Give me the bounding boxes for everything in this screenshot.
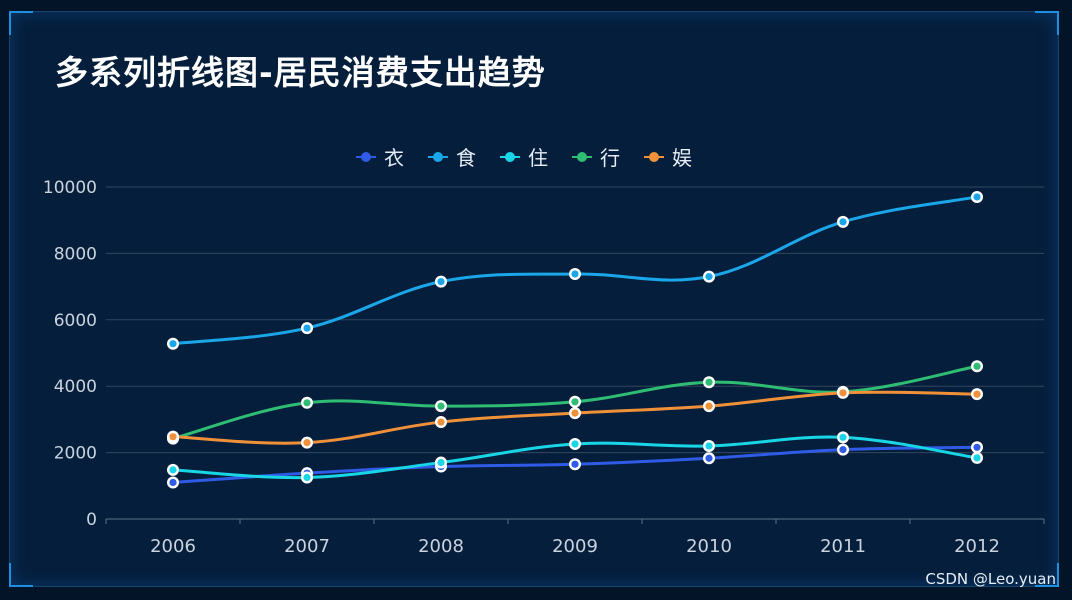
data-point-core: [571, 440, 579, 448]
data-point-core: [303, 399, 311, 407]
data-point-core: [571, 398, 579, 406]
frame-corner: [1035, 11, 1059, 35]
legend-marker: [577, 152, 587, 162]
data-point-core: [169, 433, 177, 441]
y-tick-label: 10000: [43, 178, 97, 198]
y-tick-label: 4000: [54, 377, 97, 397]
data-point-core: [973, 362, 981, 370]
data-point-core: [973, 454, 981, 462]
chart-title: 多系列折线图-居民消费支出趋势: [55, 53, 546, 92]
watermark: CSDN @Leo.yuan: [925, 570, 1056, 588]
data-point-core: [571, 409, 579, 417]
data-point-core: [705, 378, 713, 386]
data-point-core: [437, 418, 445, 426]
data-point-core: [705, 442, 713, 450]
x-tick-label: 2010: [686, 536, 732, 557]
y-tick-label: 2000: [54, 444, 97, 464]
data-point-core: [839, 389, 847, 397]
y-tick-label: 0: [86, 510, 97, 530]
data-point-core: [705, 273, 713, 281]
y-tick-label: 6000: [54, 311, 97, 331]
chart-panel: [9, 11, 1059, 587]
x-tick-label: 2012: [954, 536, 1000, 557]
data-point-core: [839, 218, 847, 226]
legend-marker: [505, 152, 515, 162]
data-point-core: [303, 324, 311, 332]
legend-label: 行: [600, 146, 620, 170]
data-point-core: [839, 446, 847, 454]
data-point-core: [169, 478, 177, 487]
data-point-core: [437, 458, 445, 467]
legend-label: 娱: [672, 146, 692, 170]
frame-corner: [1035, 563, 1059, 587]
data-point-core: [437, 402, 445, 410]
x-tick-label: 2008: [418, 536, 464, 557]
frame-corner: [9, 563, 33, 587]
legend-marker: [361, 152, 371, 162]
data-point-core: [973, 443, 981, 451]
frame-corner: [9, 11, 33, 35]
legend-label: 衣: [384, 146, 404, 170]
legend-label: 食: [456, 146, 476, 170]
data-point-core: [437, 278, 445, 286]
y-tick-label: 8000: [54, 244, 97, 264]
x-tick-label: 2011: [820, 536, 866, 557]
data-point-core: [169, 466, 177, 474]
data-point-core: [973, 390, 981, 398]
data-point-core: [303, 439, 311, 447]
legend-marker: [433, 152, 443, 162]
data-point-core: [303, 473, 311, 482]
data-point-core: [169, 340, 177, 348]
data-point-core: [973, 193, 981, 201]
legend-marker: [649, 152, 659, 162]
x-tick-label: 2006: [150, 536, 196, 557]
x-tick-label: 2009: [552, 536, 598, 557]
x-tick-label: 2007: [284, 536, 330, 557]
legend-label: 住: [528, 146, 548, 170]
data-point-core: [705, 454, 713, 462]
data-point-core: [705, 402, 713, 410]
data-point-core: [571, 270, 579, 278]
data-point-core: [571, 460, 579, 468]
data-point-core: [839, 433, 847, 441]
